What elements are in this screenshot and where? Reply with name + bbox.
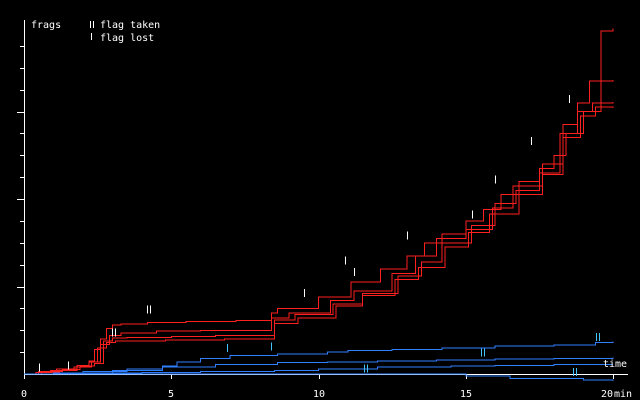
x-tick-label-0: 0 xyxy=(21,389,27,400)
flag-markers xyxy=(39,94,600,376)
legend-flag-taken-label: flag taken xyxy=(100,20,160,31)
ticks: 0 5 10 15 20 xyxy=(17,46,614,400)
y-axis-label: frags xyxy=(31,20,61,31)
legend-flag-lost-label: flag lost xyxy=(100,33,154,44)
labels: frags time min xyxy=(31,20,632,400)
series-blue-6 xyxy=(24,357,614,375)
series-group xyxy=(24,28,614,381)
series-blue-8 xyxy=(24,373,614,381)
x-tick-label-5: 5 xyxy=(168,389,174,400)
x-axis-label: time xyxy=(603,359,627,370)
x-tick-label-15: 15 xyxy=(460,389,472,400)
series-blue-7 xyxy=(24,363,613,375)
legend: flag taken flag lost xyxy=(90,20,160,44)
x-tick-label-10: 10 xyxy=(313,389,325,400)
series-red-4 xyxy=(24,106,614,375)
series-red-3 xyxy=(24,101,614,375)
x-unit-label: min xyxy=(614,389,632,400)
x-tick-label-20: 20 xyxy=(601,389,613,400)
